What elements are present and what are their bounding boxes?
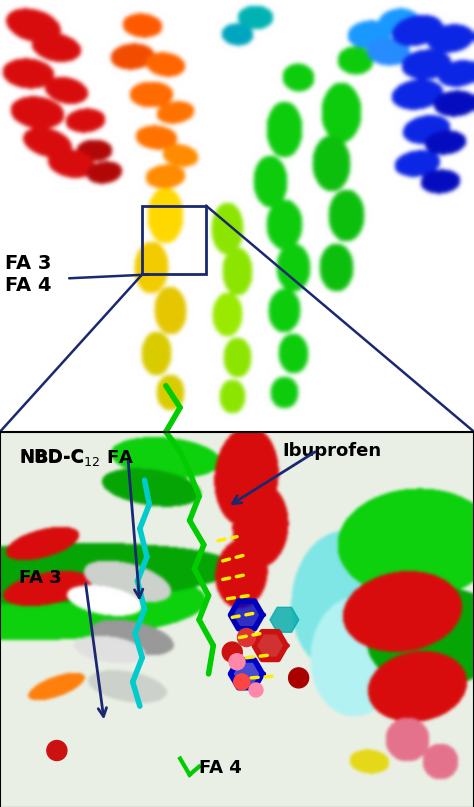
Circle shape [222,642,242,662]
Polygon shape [254,632,286,659]
Polygon shape [230,660,263,688]
Text: NBD-C: NBD-C [19,448,84,466]
Bar [142,206,206,274]
Circle shape [229,654,245,670]
Polygon shape [270,608,299,632]
Circle shape [249,683,263,697]
Polygon shape [230,601,263,629]
Circle shape [47,741,67,760]
Bar [0,432,474,807]
Text: FA 3
FA 4: FA 3 FA 4 [5,254,51,295]
Circle shape [289,668,309,688]
Circle shape [234,674,250,690]
Text: FA 4: FA 4 [199,759,242,776]
Text: Ibuprofen: Ibuprofen [282,442,381,460]
Bar [0,0,474,431]
Text: NBD-C$_{12}$ FA: NBD-C$_{12}$ FA [19,448,135,468]
Text: FA 3: FA 3 [19,569,62,587]
Circle shape [237,629,255,646]
